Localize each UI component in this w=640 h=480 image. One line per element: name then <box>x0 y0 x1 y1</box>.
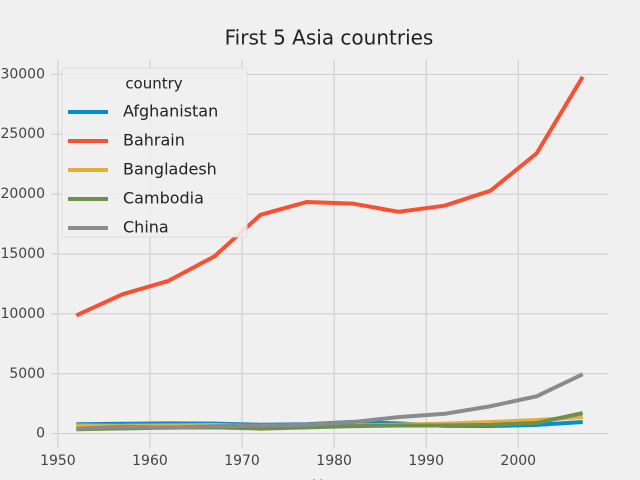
x-tick-label: 1960 <box>132 453 168 469</box>
y-tick-label: 10000 <box>0 306 45 322</box>
chart-title: First 5 Asia countries <box>225 26 434 50</box>
legend-label: Bangladesh <box>123 160 217 179</box>
series-line <box>76 372 584 431</box>
y-tick-label: 0 <box>36 426 45 442</box>
x-tick-label: 2000 <box>500 453 536 469</box>
legend-label: Afghanistan <box>123 102 218 121</box>
x-tick-label: 1970 <box>224 453 260 469</box>
x-tick-label: 1980 <box>316 453 352 469</box>
y-tick-label: 30000 <box>0 66 45 82</box>
legend: country Afghanistan Bahrain Bangladesh Cambo… <box>61 67 248 238</box>
x-tick-label: 1950 <box>40 453 76 469</box>
legend-label: China <box>123 218 169 237</box>
legend-title: country <box>125 75 182 93</box>
series-line <box>75 75 585 318</box>
x-tick-label: 1990 <box>408 453 444 469</box>
y-tick-label: 25000 <box>0 126 45 142</box>
y-tick-label: 20000 <box>0 186 45 202</box>
legend-box <box>61 67 248 238</box>
legend-label: Bahrain <box>123 131 185 150</box>
legend-label: Cambodia <box>123 189 204 208</box>
y-tick-label: 15000 <box>0 246 45 262</box>
x-axis-label: Year <box>312 477 346 480</box>
y-tick-label: 5000 <box>9 366 45 382</box>
